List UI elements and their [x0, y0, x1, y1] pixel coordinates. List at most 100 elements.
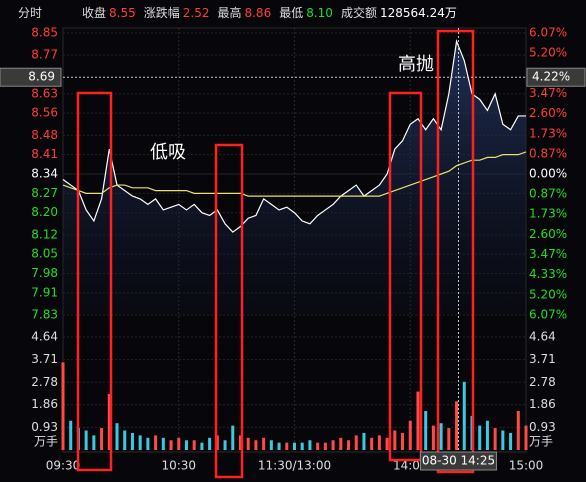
volume-bar: [177, 437, 181, 450]
volume-bar: [169, 440, 173, 450]
y2-tick-label: 0.00%: [529, 167, 567, 181]
volume-bar: [478, 425, 482, 450]
volume-tick-label: 1.86: [529, 397, 556, 411]
y2-tick-label: 5.20%: [529, 287, 567, 301]
volume-bar: [308, 440, 312, 450]
volume-bar: [416, 391, 420, 450]
volume-bar: [347, 440, 351, 450]
header-value: 8.86: [244, 6, 272, 20]
volume-bar: [238, 435, 242, 450]
volume-bar: [107, 393, 111, 450]
header: 分时 收盘 8.55 涨跌幅 2.52 最高 8.86 最低 8.10 成交额 128564.24…: [0, 4, 586, 24]
header-value: 2.52: [182, 6, 210, 20]
volume-bar: [293, 442, 296, 450]
volume-tick-label: 3.71: [31, 352, 58, 366]
y2-tick-label: 1.73%: [529, 207, 567, 221]
y-tick-label: 8.48: [31, 128, 58, 142]
y-tick-label: 8.05: [31, 247, 58, 261]
header-value: 8.10: [306, 6, 333, 20]
volume-bar: [323, 442, 327, 450]
cursor-box: [526, 67, 586, 87]
volume-bar: [509, 432, 513, 450]
volume-bar: [231, 425, 235, 450]
price-line: [62, 38, 526, 233]
volume-bar: [485, 420, 489, 450]
y-tick-label: 8.41: [31, 147, 58, 161]
volume-bar: [208, 437, 212, 450]
average-line: [62, 151, 527, 197]
volume-bar: [223, 440, 227, 450]
header-label: 涨跌幅: [143, 6, 180, 20]
x-tick-label: 15:00: [509, 459, 544, 473]
annotation: 高抛: [398, 54, 434, 75]
volume-bar: [138, 435, 142, 450]
y2-tick-label: 2.60%: [529, 227, 567, 241]
volume-bar: [493, 428, 497, 450]
volume-bar: [385, 437, 389, 450]
y-tick-label: 7.91: [31, 285, 58, 299]
volume-bar: [424, 411, 428, 450]
volume-tick-label: 4.64: [31, 330, 58, 344]
volume-bar: [431, 425, 435, 450]
volume-bar: [455, 401, 459, 450]
x-tick-label: 09:30: [46, 459, 81, 473]
y2-tick-label: 4.33%: [529, 267, 567, 281]
y-tick-label: 8.85: [31, 26, 58, 40]
volume-bar: [370, 437, 374, 450]
volume-bar: [269, 440, 273, 450]
volume-bar: [184, 440, 188, 450]
volume-bar: [254, 440, 258, 450]
y-tick-label: 8.12: [31, 227, 58, 241]
y-tick-label: 8.56: [31, 106, 58, 120]
volume-bar: [154, 435, 158, 450]
y-tick-label: 8.63: [31, 86, 58, 100]
volume-bar: [115, 423, 119, 450]
volume-bar: [161, 437, 165, 450]
y-tick-label: 8.27: [31, 186, 58, 200]
volume-tick-label: 3.71: [529, 352, 556, 366]
y-tick-label: 8.34: [31, 167, 58, 181]
volume-bar: [524, 425, 528, 450]
volume-bar: [377, 435, 381, 450]
cursor-box: [419, 451, 497, 471]
volume-bar: [447, 428, 451, 450]
volume-bar: [69, 420, 73, 450]
y-tick-label: 7.83: [31, 308, 58, 322]
volume-bar: [146, 437, 150, 450]
volume-bar: [92, 435, 96, 450]
volume-tick-label: 0.93: [529, 420, 556, 434]
volume-bar: [439, 423, 443, 450]
y2-tick-label: 3.47%: [529, 247, 567, 261]
volume-bar: [215, 435, 219, 450]
y2-tick-label: 2.60%: [529, 106, 567, 120]
y2-tick-label: 6.07%: [529, 26, 567, 40]
volume-tick-label: 0.93: [31, 420, 58, 434]
header-label: 最高: [217, 6, 242, 20]
y2-tick-label: 6.07%: [529, 308, 567, 322]
volume-bar: [408, 420, 412, 450]
volume-bar: [331, 440, 335, 450]
y2-tick-label: 0.87%: [529, 146, 567, 160]
volume-bar: [401, 432, 405, 450]
volume-bar: [100, 428, 104, 450]
header-value: 8.55: [109, 6, 136, 20]
header-title: 分时: [18, 6, 43, 20]
y2-tick-label: 3.47%: [529, 86, 567, 100]
x-tick-label: 10:30: [161, 459, 196, 473]
volume-bar: [316, 442, 320, 450]
x-tick-label: 11:30/13:00: [258, 459, 331, 473]
volume-bar: [192, 440, 196, 450]
y-tick-label: 7.98: [31, 266, 58, 280]
y2-tick-label: 0.87%: [529, 187, 567, 201]
volume-bar: [516, 411, 520, 450]
volume-bar: [393, 430, 397, 450]
annotation: 低吸: [150, 142, 186, 163]
volume-tick-label: 2.78: [31, 375, 58, 389]
volume-bar: [362, 432, 366, 450]
y2-tick-label: 1.73%: [529, 126, 567, 140]
cursor-price: 8.69: [28, 70, 55, 84]
volume-bar: [130, 432, 134, 450]
y-tick-label: 8.77: [31, 48, 58, 62]
